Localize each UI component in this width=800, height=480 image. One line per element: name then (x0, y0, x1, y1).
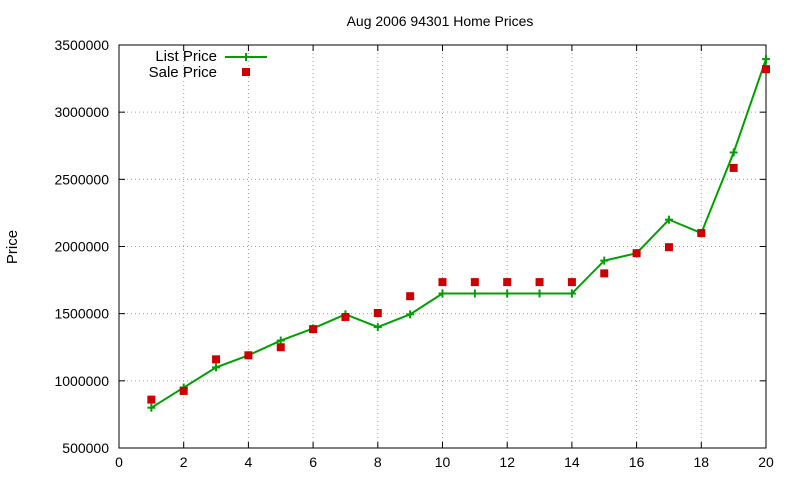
y-tick-label: 1000000 (54, 373, 109, 389)
list-price-point (535, 289, 544, 298)
y-axis-label: Price (4, 230, 21, 264)
chart-title: Aug 2006 94301 Home Prices (347, 13, 534, 29)
sale-price-point (147, 395, 156, 404)
sale-price-point (503, 278, 512, 287)
y-tick-label: 2000000 (54, 239, 109, 255)
legend-marker (242, 53, 250, 61)
sale-price-point (600, 269, 609, 278)
legend-label: Sale Price (149, 64, 217, 81)
x-tick-label: 20 (758, 454, 774, 470)
sale-price-point (244, 351, 253, 360)
list-price-point (567, 289, 576, 298)
y-tick-label: 1500000 (54, 306, 109, 322)
list-price-point (470, 289, 479, 298)
y-tick-label: 3500000 (54, 37, 109, 53)
series-1 (147, 65, 770, 404)
legend-marker (242, 68, 250, 76)
list-price-point (762, 55, 770, 64)
list-price-point (373, 323, 382, 332)
sale-price-point (406, 292, 415, 301)
y-tick-label: 3000000 (54, 104, 109, 120)
sale-price-point (567, 278, 576, 287)
sale-price-point (373, 308, 382, 317)
x-tick-label: 10 (435, 454, 451, 470)
legend-item: Sale Price (149, 64, 250, 81)
x-tick-label: 4 (245, 454, 253, 470)
list-price-point (600, 256, 609, 265)
sale-price-point (632, 249, 641, 258)
sale-price-point (535, 278, 544, 287)
sale-price-point (309, 325, 318, 334)
y-tick-label: 2500000 (54, 171, 109, 187)
x-tick-label: 16 (629, 454, 645, 470)
x-tick-label: 0 (115, 454, 123, 470)
x-tick-label: 12 (499, 454, 515, 470)
x-tick-label: 2 (180, 454, 188, 470)
x-tick-label: 6 (309, 454, 317, 470)
sale-price-point (729, 163, 738, 172)
sale-price-point (697, 229, 706, 238)
series-layer (147, 55, 770, 412)
list-price-point (147, 403, 156, 412)
sale-price-point (438, 278, 447, 287)
x-tick-label: 14 (564, 454, 580, 470)
legend-label: List Price (155, 48, 217, 65)
sale-price-point (470, 278, 479, 287)
list-price-point (503, 289, 512, 298)
list-price-point (438, 289, 447, 298)
list-price-point (406, 310, 415, 319)
list-price-point (664, 215, 673, 224)
list-price-point (276, 336, 285, 345)
sale-price-point (212, 355, 221, 364)
legend-item: List Price (155, 48, 267, 65)
y-tick-label: 500000 (62, 440, 109, 456)
tick-layer: 0 2 4 6 8 10 12 14 16 18 20 500000 1000000 1500000 200… (54, 37, 774, 470)
x-tick-label: 18 (694, 454, 710, 470)
sale-price-point (179, 386, 188, 395)
sale-price-point (341, 313, 350, 322)
list-price-line (150, 58, 767, 409)
sale-price-point (276, 343, 285, 352)
x-tick-label: 8 (374, 454, 382, 470)
list-price-point (729, 148, 738, 157)
list-price-point (212, 363, 221, 372)
sale-price-point (762, 65, 770, 74)
sale-price-point (664, 243, 673, 252)
series-0 (147, 55, 770, 412)
